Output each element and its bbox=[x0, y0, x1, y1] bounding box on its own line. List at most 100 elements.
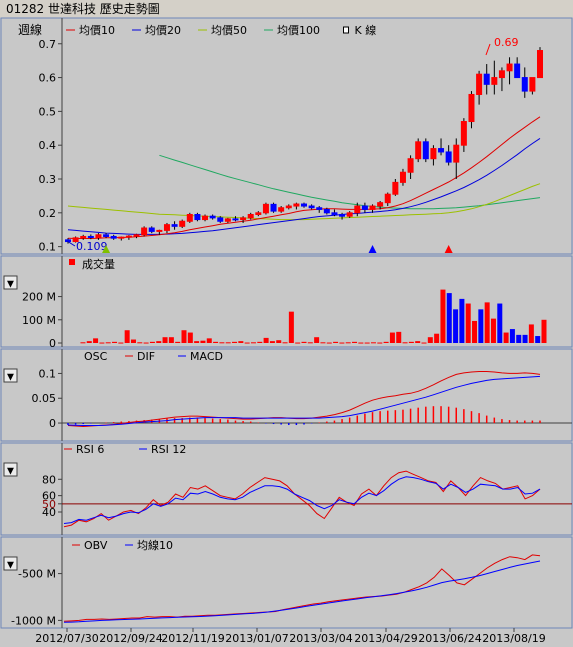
volume-bar bbox=[516, 334, 522, 343]
candle-body bbox=[460, 121, 467, 146]
volume-bar bbox=[503, 332, 509, 343]
volume-bar bbox=[345, 342, 351, 344]
candle-body bbox=[506, 63, 513, 72]
collapse-button-icon-3[interactable]: ▼ bbox=[7, 561, 14, 571]
candle-body bbox=[179, 220, 186, 227]
candle-body bbox=[285, 205, 292, 209]
candle-body bbox=[422, 141, 429, 160]
candle-body bbox=[247, 214, 254, 219]
price-ytick-label-2: 0.3 bbox=[39, 173, 57, 186]
candle-body bbox=[399, 171, 406, 183]
ma100-line bbox=[159, 154, 541, 210]
rsi-legend-label-1: RSI 12 bbox=[151, 443, 186, 456]
volume-bar bbox=[238, 341, 244, 343]
candle-body bbox=[430, 148, 437, 160]
signal-triangle-0 bbox=[102, 245, 111, 253]
candle-body bbox=[255, 212, 262, 216]
price-legend-label-2: 均價50 bbox=[211, 23, 247, 37]
volume-bar bbox=[358, 342, 364, 344]
candle-body bbox=[217, 217, 224, 222]
volume-bar bbox=[225, 342, 231, 344]
volume-bar bbox=[314, 337, 320, 343]
volume-bar bbox=[326, 342, 332, 344]
volume-bar bbox=[282, 342, 288, 344]
volume-bar bbox=[541, 319, 547, 343]
rsi-ytick-label-0: 40 bbox=[42, 506, 56, 519]
volume-bar bbox=[244, 342, 250, 344]
x-tick-label-5: 2013/04/29 bbox=[354, 632, 417, 645]
volume-bar bbox=[408, 341, 414, 343]
price-ytick-label-1: 0.2 bbox=[39, 207, 57, 220]
price-legend-label-4: K 線 bbox=[355, 23, 377, 37]
volume-bar bbox=[200, 340, 206, 343]
rsi6-line bbox=[63, 470, 541, 528]
volume-bar bbox=[333, 341, 339, 343]
pane-frame-0 bbox=[0, 17, 573, 255]
low-annotation: 0.109 bbox=[76, 240, 108, 253]
collapse-button-2[interactable] bbox=[3, 462, 18, 477]
volume-bar bbox=[80, 342, 86, 344]
ma50-line bbox=[67, 183, 541, 221]
candle-body bbox=[80, 235, 87, 239]
candle-body bbox=[209, 215, 216, 219]
window-title: 01282 世達科技 歷史走勢圖 bbox=[0, 0, 573, 18]
collapse-button-1[interactable] bbox=[3, 368, 18, 383]
volume-bar bbox=[484, 302, 490, 343]
candle-body bbox=[521, 77, 528, 92]
candle-body bbox=[110, 235, 117, 239]
volume-bar bbox=[175, 341, 181, 343]
candle-body bbox=[491, 77, 498, 85]
ma10-line bbox=[67, 116, 541, 239]
volume-bar bbox=[168, 337, 174, 343]
volume-bar bbox=[194, 341, 200, 343]
volume-bar bbox=[352, 341, 358, 343]
volume-bar bbox=[124, 330, 130, 343]
macd-legend-label-2: MACD bbox=[190, 350, 223, 363]
candle-body bbox=[133, 234, 140, 237]
collapse-button-3[interactable] bbox=[3, 556, 18, 571]
volume-bar bbox=[339, 342, 345, 344]
candle-body bbox=[453, 144, 460, 163]
candle-body bbox=[407, 158, 414, 173]
collapse-button-icon-0[interactable]: ▼ bbox=[7, 280, 14, 290]
candle-body bbox=[514, 63, 521, 79]
volume-bar bbox=[93, 338, 99, 343]
volume-legend-label: 成交量 bbox=[82, 257, 115, 271]
volume-bar bbox=[478, 309, 484, 343]
obv-legend-label-1: 均線10 bbox=[137, 538, 173, 552]
volume-bar bbox=[276, 340, 282, 343]
x-tick-label-0: 2012/07/30 bbox=[35, 632, 98, 645]
price-ytick-label-6: 0.7 bbox=[39, 38, 57, 51]
low-annotation-leader bbox=[66, 240, 76, 247]
candle-body bbox=[483, 73, 490, 85]
volume-bar bbox=[137, 342, 143, 344]
candle-body bbox=[194, 214, 201, 221]
candle-body bbox=[392, 181, 399, 195]
candle-body bbox=[293, 203, 300, 207]
candle-body bbox=[270, 203, 277, 212]
collapse-button-0[interactable] bbox=[3, 275, 18, 290]
macd-legend-label-1: DIF bbox=[137, 350, 155, 363]
candle-body bbox=[377, 202, 384, 207]
rsi12-line bbox=[63, 476, 541, 524]
candle-body bbox=[445, 151, 452, 163]
candle-body bbox=[232, 218, 239, 221]
candle-body bbox=[354, 205, 361, 214]
x-tick-label-4: 2013/03/04 bbox=[289, 632, 352, 645]
volume-bar bbox=[105, 342, 111, 344]
candle-body bbox=[141, 227, 148, 236]
candle-body bbox=[202, 215, 209, 221]
period-label: 週線 bbox=[18, 22, 42, 37]
volume-bar bbox=[402, 342, 408, 344]
volume-bar bbox=[219, 342, 225, 344]
collapse-button-icon-1[interactable]: ▼ bbox=[7, 373, 14, 383]
collapse-button-icon-2[interactable]: ▼ bbox=[7, 467, 14, 477]
volume-bar bbox=[421, 342, 427, 344]
candle-body bbox=[323, 208, 330, 214]
volume-legend-swatch bbox=[69, 259, 75, 265]
candle-body bbox=[118, 236, 125, 239]
volume-bar bbox=[522, 334, 528, 343]
volume-bar bbox=[396, 331, 402, 343]
rsi-ytick-label-2: 60 bbox=[42, 490, 56, 503]
volume-bar bbox=[213, 341, 219, 343]
